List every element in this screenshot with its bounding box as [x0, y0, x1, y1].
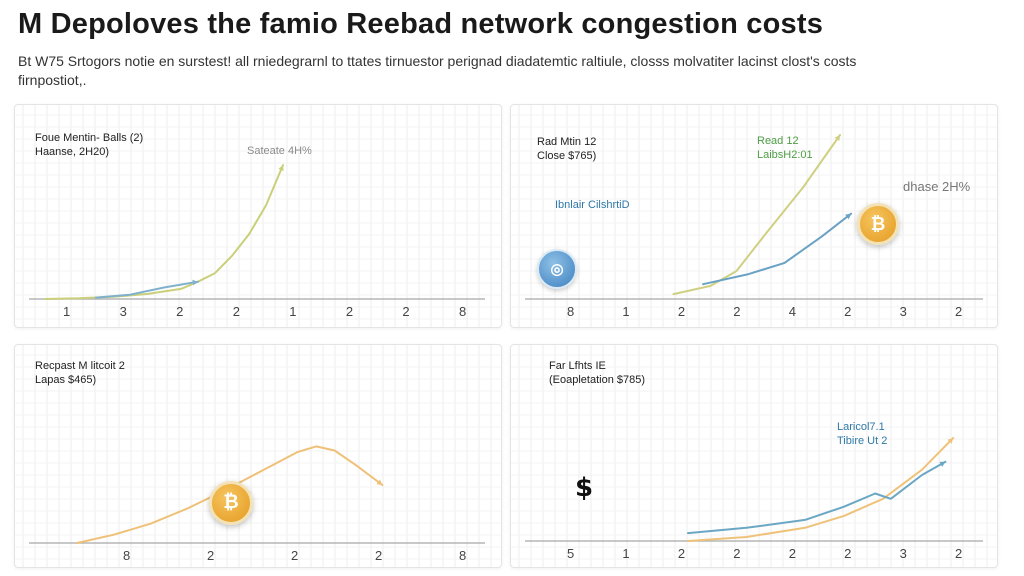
- series-line-2: [702, 212, 853, 286]
- chart-3-label-2: Lapas $465): [35, 374, 97, 386]
- chart-3-label-1: Recpast M litcoit 2: [35, 360, 125, 372]
- chart-2-annotation-blue: Ibnlair CilshrtiD: [555, 199, 630, 211]
- chart-4-svg: 5 1 2 2 2 2 3 2: [511, 345, 997, 567]
- x-tick-label: 2: [955, 304, 962, 319]
- chart-1-annotation: Sateate 4H%: [247, 145, 312, 157]
- chart-1-label-2: Haanse, 2H20): [35, 146, 109, 158]
- x-tick-label: 2: [233, 304, 240, 319]
- chart-1-label-1: Foue Mentin- Balls (2): [35, 132, 144, 144]
- chart-4-annotation-blue-2: Tibire Ut 2: [837, 435, 888, 447]
- bitcoin-coin-icon: ₿: [209, 481, 253, 525]
- chart-4-annotation-blue-1: Laricol7.1: [837, 421, 885, 433]
- chart-panel-2: 8 1 2 2 4 2 3 2 Rad Mtin 12 Close $765) Read 12…: [510, 104, 998, 328]
- x-tick-label: 3: [120, 304, 127, 319]
- x-tick-label: 1: [63, 304, 70, 319]
- series-end-arrow-2: [939, 461, 946, 467]
- chart-panel-3: 8 2 2 2 8 Recpast M litcoit 2 Lapas $465) ₿: [14, 344, 502, 568]
- x-tick-label: 2: [176, 304, 183, 319]
- chart-grid: [15, 345, 501, 567]
- series-end-arrow-1: [947, 438, 954, 444]
- x-tick-label: 2: [733, 304, 740, 319]
- chart-2-annotation-gray: dhase 2H%: [903, 179, 971, 194]
- chart-4-label-1: Far Lfhts IE: [549, 360, 606, 372]
- x-tick-label: 2: [678, 546, 685, 561]
- series-end-arrow-1: [376, 479, 383, 486]
- x-tick-label: 2: [375, 548, 382, 563]
- x-tick-label: 8: [567, 304, 574, 319]
- x-tick-label: 2: [291, 548, 298, 563]
- x-tick-label: 3: [900, 304, 907, 319]
- chart-grid: [511, 345, 997, 567]
- chart-panel-4: 5 1 2 2 2 2 3 2 Far Lfhts IE (Eoapletation $785…: [510, 344, 998, 568]
- x-tick-label: 2: [207, 548, 214, 563]
- series-end-arrow-1: [834, 135, 840, 141]
- series-end-arrow-1: [278, 165, 284, 172]
- chart-2-annotation-green-1: Read 12: [757, 135, 799, 147]
- globe-coin-icon: ◎: [537, 249, 577, 289]
- page-title: M Depoloves the famio Reebad network con…: [18, 8, 824, 40]
- x-tick-label: 1: [289, 304, 296, 319]
- x-tick-label: 2: [844, 546, 851, 561]
- series-line-2: [95, 280, 199, 299]
- bitcoin-coin-icon: ₿: [857, 203, 899, 245]
- x-tick-label: 8: [123, 548, 130, 563]
- x-tick-label: 2: [844, 304, 851, 319]
- series-line-1: [44, 164, 284, 300]
- chart-2-svg: 8 1 2 2 4 2 3 2: [511, 105, 997, 327]
- dollar-sign-icon: $: [575, 473, 594, 503]
- chart-2-label-1: Rad Mtin 12: [537, 136, 597, 148]
- series-line-1: [76, 445, 384, 544]
- x-tick-label: 2: [346, 304, 353, 319]
- chart-1-svg: 1 3 2 2 1 2 2 8: [15, 105, 501, 327]
- chart-2-annotation-green-2: LaibsH2:01: [757, 149, 813, 161]
- chart-3-svg: 8 2 2 2 8: [15, 345, 501, 567]
- x-tick-label: 2: [955, 546, 962, 561]
- page-subtitle: Bt W75 Srtogors notie en surstest! all r…: [18, 53, 857, 88]
- x-tick-label: 4: [789, 304, 796, 319]
- series-line-1: [687, 437, 955, 542]
- x-tick-label: 2: [402, 304, 409, 319]
- chart-grid: [15, 105, 501, 327]
- chart-panel-1: 1 3 2 2 1 2 2 8 Foue Mentin- Balls (2) Haanse, …: [14, 104, 502, 328]
- x-tick-label: 1: [622, 304, 629, 319]
- series-end-arrow-2: [192, 279, 198, 286]
- x-tick-label: 2: [678, 304, 685, 319]
- x-tick-label: 2: [789, 546, 796, 561]
- x-tick-label: 8: [459, 304, 466, 319]
- chart-2-label-2: Close $765): [537, 150, 597, 162]
- x-tick-label: 8: [459, 548, 466, 563]
- series-line-2: [687, 460, 947, 535]
- series-end-arrow-2: [845, 213, 852, 220]
- series-line-1: [672, 134, 841, 296]
- chart-grid: [511, 105, 997, 327]
- x-tick-label: 1: [622, 546, 629, 561]
- x-tick-label: 3: [900, 546, 907, 561]
- chart-4-label-2: (Eoapletation $785): [549, 374, 646, 386]
- x-tick-label: 5: [567, 546, 574, 561]
- x-tick-label: 2: [733, 546, 740, 561]
